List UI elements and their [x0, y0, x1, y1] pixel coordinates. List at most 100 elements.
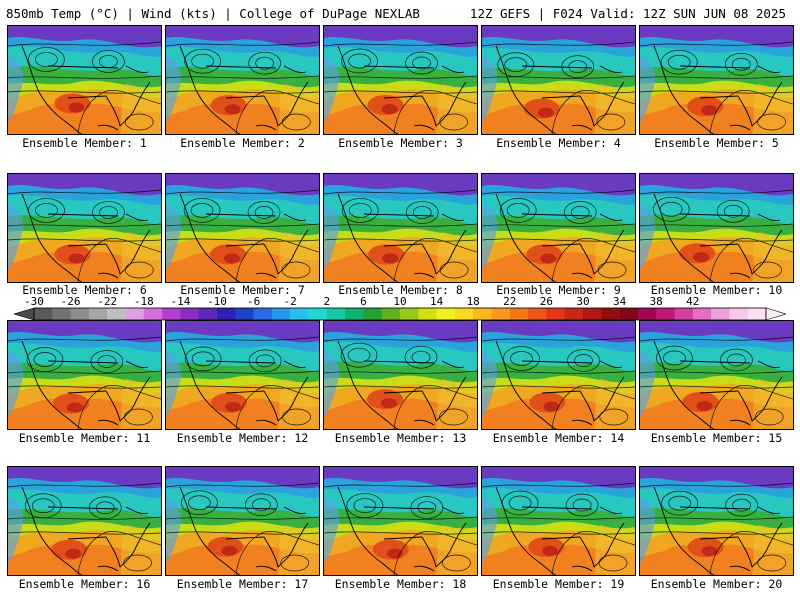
- chart-title: 850mb Temp (°C) | Wind (kts) | College o…: [6, 6, 420, 21]
- ensemble-member-caption: Ensemble Member: 3: [338, 136, 463, 150]
- colorbar-segment: [363, 308, 382, 320]
- colorbar-segment: [656, 308, 675, 320]
- colorbar-segment: [235, 308, 254, 320]
- ensemble-member-caption: Ensemble Member: 11: [18, 431, 151, 445]
- ensemble-member-map: [639, 466, 794, 576]
- colorbar-segment: [692, 308, 712, 320]
- colorbar-segment: [52, 308, 71, 320]
- colorbar-segment: [143, 308, 163, 320]
- colorbar-tick-label: 30: [576, 295, 590, 308]
- ensemble-member-map: [639, 173, 794, 283]
- colorbar-segment: [162, 308, 181, 320]
- ensemble-member-map: [639, 320, 794, 430]
- colorbar-tick-label: 14: [429, 295, 444, 308]
- colorbar-segment: [747, 308, 767, 320]
- ensemble-member-caption: Ensemble Member: 7: [180, 283, 305, 297]
- colorbar-segment: [253, 308, 273, 320]
- colorbar-segment: [125, 308, 145, 320]
- ensemble-member-caption: Ensemble Member: 15: [650, 431, 783, 445]
- ensemble-member-map: [165, 320, 320, 430]
- ensemble-member-map: [165, 25, 320, 135]
- ensemble-member-map: [481, 173, 636, 283]
- colorbar-segment: [400, 308, 419, 320]
- ensemble-member-caption: Ensemble Member: 19: [492, 577, 625, 591]
- ensemble-member-caption: Ensemble Member: 8: [338, 283, 463, 297]
- ensemble-member-caption: Ensemble Member: 16: [18, 577, 151, 591]
- colorbar-tick-label: -18: [133, 295, 154, 308]
- colorbar-segment: [345, 308, 364, 320]
- colorbar-segment: [271, 308, 291, 320]
- colorbar-tick-label: 18: [466, 295, 480, 308]
- ensemble-member-caption: Ensemble Member: 13: [334, 431, 467, 445]
- colorbar-tick-label: -6: [246, 295, 261, 308]
- ensemble-member-caption: Ensemble Member: 4: [496, 136, 621, 150]
- colorbar-segment: [711, 308, 730, 320]
- colorbar-segment: [546, 308, 565, 320]
- ensemble-member-map: [323, 25, 478, 135]
- colorbar-segment: [619, 308, 639, 320]
- ensemble-member-map: [7, 25, 162, 135]
- colorbar-tick-label: -10: [207, 295, 227, 308]
- colorbar-tick-label: 42: [686, 295, 700, 308]
- colorbar-tick-label: 26: [539, 295, 554, 308]
- colorbar-tick-label: 38: [649, 295, 663, 308]
- run-valid-time: 12Z GEFS | F024 Valid: 12Z SUN JUN 08 20…: [469, 6, 786, 21]
- colorbar-segment: [637, 308, 657, 320]
- ensemble-member-caption: Ensemble Member: 12: [176, 431, 309, 445]
- colorbar-segment: [674, 308, 694, 320]
- colorbar-segment: [729, 308, 748, 320]
- ensemble-member-map: [165, 173, 320, 283]
- colorbar-tick-label: -14: [170, 295, 191, 308]
- colorbar-tick-label: -30: [24, 295, 44, 308]
- colorbar-segment: [326, 308, 346, 320]
- colorbar-segment: [528, 308, 547, 320]
- colorbar-segment: [436, 308, 456, 320]
- colorbar-tick-label: -22: [97, 295, 118, 308]
- colorbar-segment: [509, 308, 529, 320]
- colorbar-segment: [454, 308, 474, 320]
- ensemble-member-caption: Ensemble Member: 6: [22, 283, 147, 297]
- ensemble-member-map: [323, 173, 478, 283]
- colorbar-tick-label: -2: [283, 295, 297, 308]
- colorbar-tick-label: -26: [60, 295, 81, 308]
- ensemble-member-map: [481, 320, 636, 430]
- ensemble-member-map: [7, 466, 162, 576]
- ensemble-member-caption: Ensemble Member: 17: [176, 577, 309, 591]
- ensemble-member-map: [323, 466, 478, 576]
- colorbar-segment: [473, 308, 492, 320]
- colorbar-tick-label: 10: [393, 295, 407, 308]
- ensemble-member-caption: Ensemble Member: 2: [180, 136, 305, 150]
- colorbar-segment: [564, 308, 584, 320]
- colorbar-segment: [107, 308, 126, 320]
- colorbar-min-arrow: [14, 307, 35, 321]
- ensemble-member-caption: Ensemble Member: 14: [492, 431, 625, 445]
- ensemble-member-map: [7, 173, 162, 283]
- ensemble-member-caption: Ensemble Member: 18: [334, 577, 467, 591]
- colorbar-segment: [88, 308, 108, 320]
- colorbar-segment: [70, 308, 90, 320]
- colorbar-segment: [198, 308, 218, 320]
- colorbar-segment: [418, 308, 437, 320]
- ensemble-member-map: [481, 466, 636, 576]
- ensemble-member-caption: Ensemble Member: 9: [496, 283, 621, 297]
- colorbar-segment: [290, 308, 309, 320]
- colorbar-tick-label: 2: [323, 295, 331, 308]
- colorbar-segment: [583, 308, 602, 320]
- ensemble-member-map: [639, 25, 794, 135]
- colorbar-segment: [180, 308, 199, 320]
- colorbar-segment: [601, 308, 620, 320]
- ensemble-member-map: [7, 320, 162, 430]
- ensemble-member-map: [165, 466, 320, 576]
- colorbar-max-arrow: [765, 307, 786, 321]
- colorbar-tick-label: 22: [503, 295, 517, 308]
- colorbar-segment: [217, 308, 236, 320]
- colorbar-segment: [34, 308, 53, 320]
- colorbar-segment: [381, 308, 401, 320]
- ensemble-member-map: [323, 320, 478, 430]
- colorbar-tick-label: 6: [360, 295, 367, 308]
- colorbar-tick-label: 34: [612, 295, 627, 308]
- ensemble-member-caption: Ensemble Member: 1: [22, 136, 147, 150]
- ensemble-member-map: [481, 25, 636, 135]
- ensemble-member-caption: Ensemble Member: 20: [650, 577, 783, 591]
- colorbar-segment: [308, 308, 328, 320]
